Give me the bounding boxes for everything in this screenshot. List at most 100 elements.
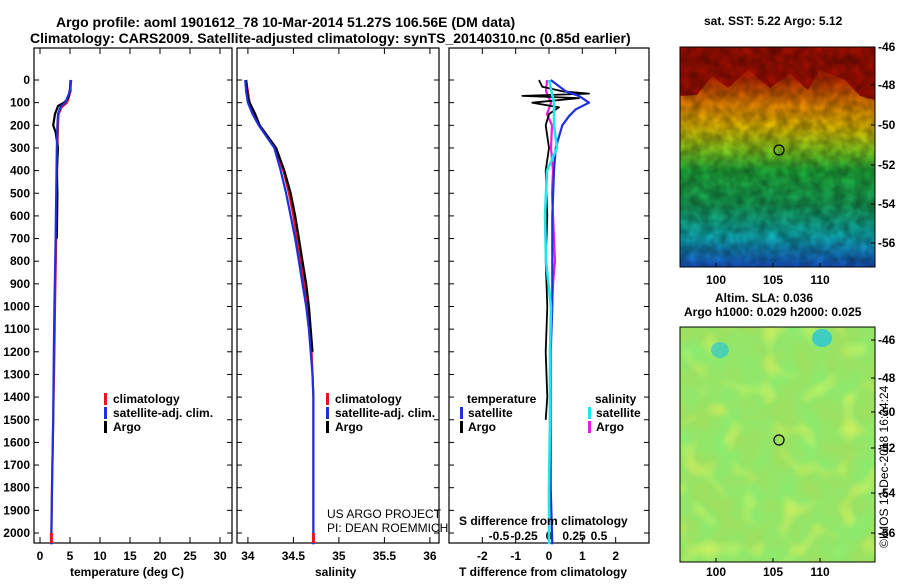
depth-tick-label: 1700 <box>3 458 30 472</box>
depth-tick-label: 900 <box>10 277 30 291</box>
depth-tick-label: 100 <box>10 96 30 110</box>
sla-lat-label: -52 <box>878 441 896 455</box>
legend-label-satellite: satellite-adj. clim. <box>113 406 213 420</box>
legend-label-t-satellite: satellite <box>468 406 513 420</box>
s-difference-tick-label: 0.25 <box>562 529 586 543</box>
salinity-climatology-line <box>245 79 315 545</box>
depth-tick-label: 1000 <box>3 300 30 314</box>
depth-tick-label: 400 <box>10 164 30 178</box>
temperature-panel-frame <box>33 47 233 544</box>
depth-axis-labels: 0 100 200 300 400 500 600 700 800 900 1000 1100 1200… <box>3 73 30 540</box>
depth-tick-label: 2000 <box>3 526 30 540</box>
profile-curves <box>49 79 591 545</box>
argo-location-marker-sst <box>773 144 785 156</box>
sla-lat-label: -48 <box>878 371 896 385</box>
s-difference-tick-label: 0.5 <box>591 529 608 543</box>
salinity-tick-label: 34.5 <box>282 549 306 563</box>
temperature-tick-label: 10 <box>93 549 107 563</box>
depth-tick-label: 300 <box>10 141 30 155</box>
legend-swatch-climatology <box>104 393 107 405</box>
pi-credit: PI: DEAN ROEMMICH <box>327 521 448 535</box>
sla-lon-label: 110 <box>810 565 830 579</box>
legend-swatch-argo <box>104 421 107 433</box>
depth-tick-label: 600 <box>10 209 30 223</box>
sst-map-texture <box>680 47 875 267</box>
salinity-tick-label: 35 <box>332 549 346 563</box>
sla-map-title-2: Argo h1000: 0.029 h2000: 0.025 <box>684 305 862 319</box>
depth-tick-label: 1600 <box>3 435 30 449</box>
sst-lat-label: -46 <box>878 40 896 54</box>
legend-label-satellite: satellite-adj. clim. <box>335 406 435 420</box>
sla-lat-label: -46 <box>878 333 896 347</box>
temperature-argo-difference-line <box>521 79 590 420</box>
sst-map-frame <box>679 46 876 268</box>
legend-title-temperature: temperature <box>467 392 537 406</box>
sst-lat-label: -52 <box>878 158 896 172</box>
difference-legend: temperature satellite Argo salinity sate… <box>460 392 641 434</box>
axis-ticks: 0 5 10 15 20 25 30 34 34.5 35 35.5 36 -2 -1 0 1 2 -0.5 -0.… <box>34 48 649 563</box>
salinity-tick-label: 35.5 <box>373 549 397 563</box>
depth-tick-label: 1500 <box>3 413 30 427</box>
sla-lat-label: -54 <box>878 486 896 500</box>
legend-label-climatology: climatology <box>113 392 180 406</box>
sst-lat-label: -56 <box>878 236 896 250</box>
legend-swatch-satellite <box>104 407 107 419</box>
depth-tick-label: 500 <box>10 186 30 200</box>
project-credit: US ARGO PROJECT <box>327 507 442 521</box>
map-axis-ticks: -46 -46 -48 -48 -50 -50 -52 -52 -54 -54 -56 -56 100 1… <box>706 40 896 579</box>
salinity-panel-frame <box>236 47 440 544</box>
title-line-1: Argo profile: aoml 1901612_78 10-Mar-201… <box>56 14 515 30</box>
temperature-legend: climatology satellite-adj. clim. Argo <box>104 392 213 434</box>
sst-lat-label: -48 <box>878 78 896 92</box>
legend-title-salinity: salinity <box>595 392 637 406</box>
legend-label-s-satellite: satellite <box>596 406 641 420</box>
imos-footer: ©IMOS 13-Dec-2018 16:24:24 <box>877 385 891 548</box>
sla-lon-label: 105 <box>763 565 783 579</box>
sla-map-title-1: Altim. SLA: 0.036 <box>715 291 813 305</box>
depth-tick-label: 1300 <box>3 367 30 381</box>
salinity-tick-label: 34 <box>241 549 255 563</box>
legend-swatch-t-argo <box>460 421 463 433</box>
salinity-tick-label: 36 <box>423 549 437 563</box>
legend-label-argo: Argo <box>113 420 141 434</box>
sla-lat-label: -50 <box>878 405 896 419</box>
sst-lon-label: 105 <box>763 273 783 287</box>
sst-lat-label: -54 <box>878 197 896 211</box>
legend-label-argo: Argo <box>335 420 363 434</box>
s-difference-label: S difference from climatology <box>459 514 628 528</box>
salinity-satellite-line <box>244 79 315 545</box>
depth-tick-label: 1100 <box>4 322 30 336</box>
salinity-argo-line <box>245 79 314 352</box>
depth-tick-label: 800 <box>10 254 30 268</box>
legend-swatch-argo <box>326 421 329 433</box>
depth-tick-label: 1900 <box>3 503 30 517</box>
temperature-tick-label: 15 <box>123 549 137 563</box>
depth-tick-label: 1200 <box>3 345 30 359</box>
depth-tick-label: 200 <box>10 118 30 132</box>
legend-label-s-argo: Argo <box>596 420 624 434</box>
sst-lat-label: -50 <box>878 118 896 132</box>
s-difference-tick-label: -0.5 <box>489 529 510 543</box>
temperature-tick-label: 20 <box>153 549 167 563</box>
depth-tick-label: 700 <box>10 232 30 246</box>
temperature-satellite-line <box>50 79 73 545</box>
sla-map <box>679 326 876 563</box>
legend-swatch-s-satellite <box>588 407 591 419</box>
salinity-satellite-difference-line <box>543 79 559 545</box>
legend-label-t-argo: Argo <box>468 420 496 434</box>
depth-tick-label: 1400 <box>3 390 30 404</box>
legend-swatch-s-argo <box>588 421 591 433</box>
temperature-tick-label: 5 <box>67 549 74 563</box>
sst-map <box>679 46 876 268</box>
title-line-2: Climatology: CARS2009. Satellite-adjuste… <box>30 30 631 46</box>
difference-xlabel: T difference from climatology <box>459 565 627 579</box>
sst-map-title: sat. SST: 5.22 Argo: 5.12 <box>704 14 843 28</box>
difference-tick-label: 2 <box>612 549 619 563</box>
argo-location-marker-sla <box>773 434 785 446</box>
depth-tick-label: 1800 <box>3 481 30 495</box>
legend-swatch-satellite <box>326 407 329 419</box>
temperature-tick-label: 30 <box>213 549 227 563</box>
sla-lon-label: 100 <box>706 565 726 579</box>
